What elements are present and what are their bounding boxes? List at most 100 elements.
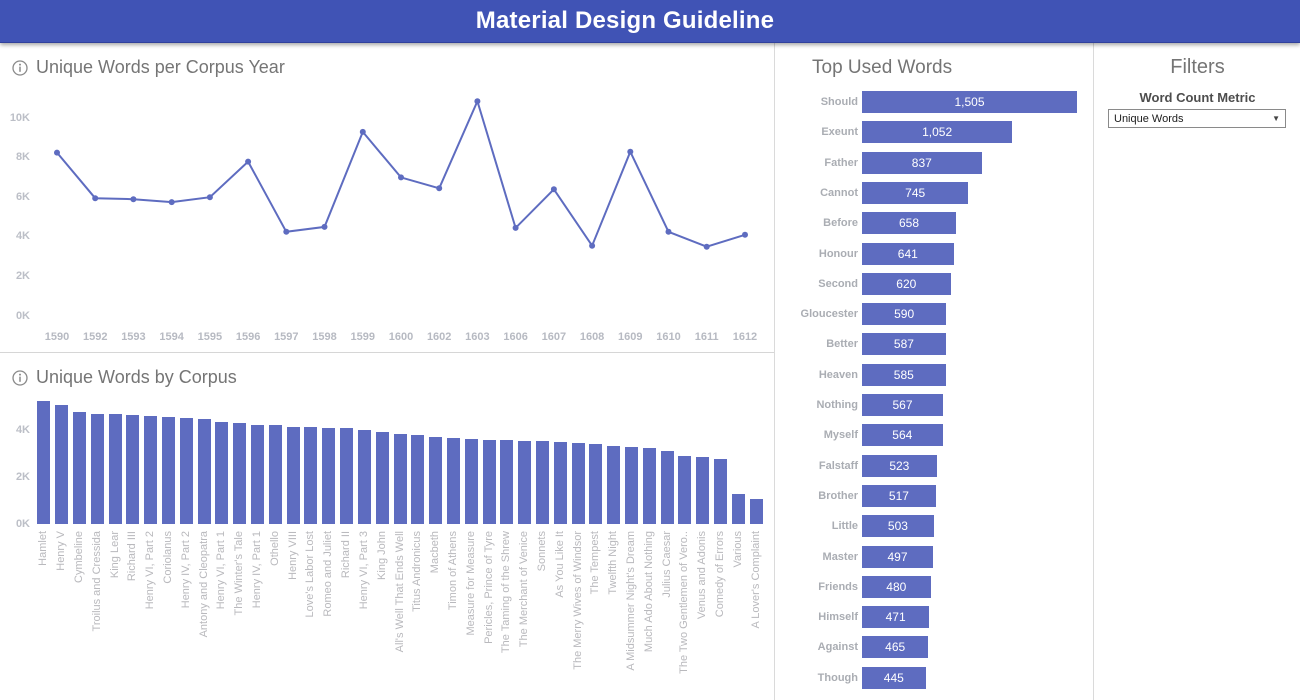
line-point[interactable] — [703, 243, 710, 250]
line-point[interactable] — [92, 195, 99, 202]
line-point[interactable] — [474, 98, 481, 105]
corpus-bar[interactable] — [162, 417, 176, 524]
corpus-bar[interactable] — [624, 447, 638, 524]
line-chart-panel: Unique Words per Corpus Year 0K 2K 4K 6K 8K 1… — [0, 43, 774, 353]
corpus-bar[interactable] — [340, 427, 354, 524]
x-tick-label: 1611 — [694, 331, 719, 343]
line-point[interactable] — [512, 224, 519, 231]
x-tick-label: Henry VIII — [286, 531, 299, 580]
corpus-bar[interactable] — [304, 426, 318, 524]
top-word-bar[interactable]: 471 — [862, 606, 930, 629]
top-word-label: Little — [831, 520, 858, 533]
corpus-bar[interactable] — [446, 437, 460, 524]
top-word-bar[interactable]: 620 — [862, 272, 951, 295]
corpus-bar[interactable] — [233, 422, 247, 524]
corpus-bar[interactable] — [571, 442, 585, 524]
corpus-bar[interactable] — [553, 441, 567, 524]
line-point[interactable] — [359, 128, 366, 135]
corpus-bar[interactable] — [215, 421, 229, 524]
corpus-bar[interactable] — [179, 418, 193, 524]
top-word-bar[interactable]: 658 — [862, 212, 956, 235]
corpus-bar[interactable] — [500, 440, 514, 524]
corpus-bar[interactable] — [607, 446, 621, 524]
bar-value-label: 585 — [893, 367, 914, 382]
info-icon[interactable] — [12, 59, 28, 76]
line-point[interactable] — [130, 196, 137, 203]
x-tick-label: A Lover's Complaint — [749, 531, 762, 629]
corpus-bar[interactable] — [589, 444, 603, 524]
line-point[interactable] — [589, 242, 596, 249]
corpus-bar[interactable] — [73, 411, 86, 524]
line-point[interactable] — [54, 149, 60, 156]
corpus-bar[interactable] — [357, 430, 371, 524]
bar-value-label: 465 — [885, 640, 906, 655]
corpus-bar[interactable] — [713, 458, 727, 524]
corpus-bar[interactable] — [108, 414, 122, 524]
top-word-bar[interactable]: 567 — [862, 394, 943, 416]
bar-value-label: 480 — [886, 579, 907, 594]
corpus-bar[interactable] — [126, 414, 140, 524]
top-word-bar[interactable]: 1,052 — [862, 121, 1013, 144]
corpus-bar[interactable] — [197, 419, 211, 524]
corpus-bar[interactable] — [37, 401, 51, 524]
line-point[interactable] — [245, 158, 252, 165]
top-word-bar[interactable]: 837 — [862, 151, 982, 174]
corpus-bar[interactable] — [731, 493, 745, 524]
x-tick-label: Julius Caesar — [660, 531, 673, 598]
top-word-bar[interactable]: 641 — [862, 242, 954, 265]
corpus-bar[interactable] — [322, 427, 336, 524]
line-point[interactable] — [398, 174, 404, 181]
corpus-bar[interactable] — [375, 432, 389, 524]
x-tick-label: 1598 — [312, 331, 337, 343]
top-word-bar[interactable]: 585 — [862, 363, 946, 386]
x-tick-label: 1609 — [618, 331, 643, 343]
top-word-bar[interactable]: 465 — [862, 636, 929, 659]
line-chart-title: Unique Words per Corpus Year — [36, 57, 285, 77]
top-word-bar[interactable]: 445 — [862, 666, 926, 689]
top-word-bar[interactable]: 517 — [862, 484, 936, 507]
line-point[interactable] — [321, 223, 328, 230]
corpus-bar[interactable] — [464, 438, 478, 524]
corpus-bar[interactable] — [518, 440, 532, 524]
line-point[interactable] — [742, 231, 748, 238]
top-word-bar[interactable]: 523 — [862, 454, 937, 477]
corpus-bar[interactable] — [429, 436, 443, 524]
top-word-bar[interactable]: 480 — [862, 575, 931, 598]
corpus-bar[interactable] — [268, 424, 282, 524]
corpus-bar[interactable] — [411, 435, 425, 524]
line-point[interactable] — [627, 148, 634, 155]
top-word-bar[interactable]: 503 — [862, 515, 934, 538]
top-word-bar[interactable]: 1,505 — [862, 91, 1077, 113]
x-tick-label: 1608 — [579, 331, 605, 343]
line-point[interactable] — [550, 186, 557, 193]
info-icon[interactable] — [12, 369, 28, 386]
corpus-bar[interactable] — [90, 413, 104, 524]
corpus-bar[interactable] — [749, 498, 763, 524]
line-point[interactable] — [436, 185, 443, 192]
x-tick-label: Cymbeline — [73, 531, 85, 583]
top-word-bar[interactable]: 497 — [862, 545, 933, 568]
corpus-bar[interactable] — [642, 447, 656, 524]
top-word-bar[interactable]: 745 — [862, 181, 969, 204]
corpus-bar[interactable] — [678, 455, 692, 524]
corpus-bar[interactable] — [393, 433, 407, 524]
corpus-bar[interactable] — [660, 450, 674, 524]
line-point[interactable] — [283, 228, 290, 235]
x-tick-label: 1606 — [503, 331, 528, 343]
line-point[interactable] — [665, 228, 672, 235]
top-word-bar[interactable]: 587 — [862, 333, 946, 356]
top-word-bar[interactable]: 590 — [862, 303, 947, 326]
corpus-bar[interactable] — [251, 424, 265, 524]
top-word-bar[interactable]: 564 — [862, 424, 943, 447]
corpus-bar[interactable] — [482, 439, 496, 524]
corpus-bar[interactable] — [535, 441, 549, 524]
corpus-bar[interactable] — [144, 415, 158, 524]
word-count-metric-select[interactable]: Unique Words ▼ — [1108, 109, 1286, 128]
corpus-bar[interactable] — [696, 457, 710, 524]
y-tick-label: 6K — [15, 190, 30, 203]
corpus-bar[interactable] — [286, 426, 300, 524]
top-word-label: Friends — [818, 580, 858, 593]
corpus-bar[interactable] — [55, 405, 69, 524]
line-point[interactable] — [168, 199, 175, 206]
line-point[interactable] — [206, 194, 213, 201]
